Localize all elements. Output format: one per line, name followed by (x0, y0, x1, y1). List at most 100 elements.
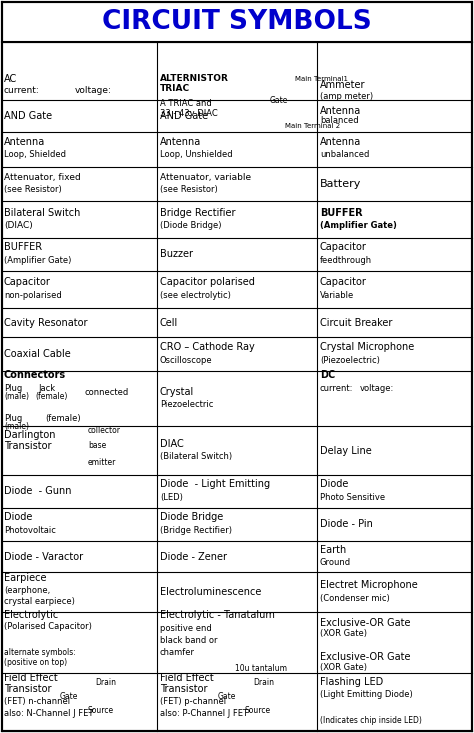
Text: Gate: Gate (218, 692, 237, 701)
Text: (female): (female) (45, 414, 81, 423)
Text: Loop, Unshielded: Loop, Unshielded (160, 150, 233, 159)
Text: Drain: Drain (95, 678, 116, 687)
Text: AND Gate: AND Gate (160, 111, 208, 121)
Text: AND Gate: AND Gate (4, 111, 52, 121)
Text: crystal earpiece): crystal earpiece) (4, 597, 75, 605)
Text: (female): (female) (35, 392, 67, 401)
Text: TRIAC: TRIAC (160, 84, 190, 93)
Text: Diode Bridge: Diode Bridge (160, 512, 223, 523)
Text: positive end: positive end (160, 625, 212, 633)
Text: Main Terminal1: Main Terminal1 (295, 75, 348, 82)
Text: black band or: black band or (160, 636, 218, 646)
Text: Diode: Diode (320, 479, 348, 490)
Text: Transistor: Transistor (4, 684, 52, 694)
Text: Battery: Battery (320, 179, 361, 189)
Text: non-polarised: non-polarised (4, 291, 62, 300)
Text: Electrolytic: Electrolytic (4, 610, 58, 620)
Text: 33 - 43v DIAC: 33 - 43v DIAC (160, 109, 218, 118)
Text: (Diode Bridge): (Diode Bridge) (160, 221, 221, 230)
Text: (FET) n-channel: (FET) n-channel (4, 697, 70, 706)
Text: Exclusive-OR Gate: Exclusive-OR Gate (320, 652, 410, 662)
Text: (Bilateral Switch): (Bilateral Switch) (160, 452, 232, 461)
Text: Circuit Breaker: Circuit Breaker (320, 317, 392, 328)
Text: (see Resistor): (see Resistor) (160, 185, 218, 194)
Text: Electret Microphone: Electret Microphone (320, 581, 418, 590)
Text: Photo Sensitive: Photo Sensitive (320, 493, 385, 502)
Text: Capacitor: Capacitor (320, 243, 367, 252)
Text: (see electrolytic): (see electrolytic) (160, 291, 231, 300)
Text: Crystal Microphone: Crystal Microphone (320, 342, 414, 353)
Text: (Condenser mic): (Condenser mic) (320, 594, 390, 603)
Text: also: P-Channel J FET: also: P-Channel J FET (160, 709, 248, 718)
Text: 10u tantalum: 10u tantalum (235, 665, 287, 674)
Text: BUFFER: BUFFER (4, 243, 42, 252)
Text: balanced: balanced (320, 116, 359, 125)
Text: A TRIAC and: A TRIAC and (160, 99, 212, 108)
Text: (Bridge Rectifier): (Bridge Rectifier) (160, 526, 232, 535)
Text: (LED): (LED) (160, 493, 183, 502)
Text: Jack: Jack (38, 384, 55, 394)
Text: voltage:: voltage: (75, 86, 112, 95)
Text: (see Resistor): (see Resistor) (4, 185, 62, 194)
Text: (Light Emitting Diode): (Light Emitting Diode) (320, 690, 413, 699)
Text: Transistor: Transistor (4, 441, 52, 451)
Text: Diode - Varactor: Diode - Varactor (4, 552, 83, 561)
Text: Electrolytic - Tanatalum: Electrolytic - Tanatalum (160, 610, 275, 620)
Text: Loop, Shielded: Loop, Shielded (4, 150, 66, 159)
Text: Source: Source (245, 706, 271, 715)
Text: chamfer: chamfer (160, 649, 195, 658)
Text: Field Effect: Field Effect (160, 673, 214, 683)
Text: DIAC: DIAC (160, 439, 184, 449)
Text: Ground: Ground (320, 558, 351, 567)
Text: Bilateral Switch: Bilateral Switch (4, 207, 81, 218)
Text: (Piezoelectric): (Piezoelectric) (320, 356, 380, 365)
Text: Gate: Gate (60, 692, 78, 701)
Text: Drain: Drain (253, 678, 274, 687)
Text: (amp meter): (amp meter) (320, 92, 373, 101)
Text: Variable: Variable (320, 291, 354, 300)
Text: Diode  - Light Emitting: Diode - Light Emitting (160, 479, 270, 490)
Text: (earphone,: (earphone, (4, 586, 50, 594)
Text: Diode - Pin: Diode - Pin (320, 520, 373, 529)
Text: Plug: Plug (4, 414, 22, 423)
Text: Cavity Resonator: Cavity Resonator (4, 317, 88, 328)
Text: Earpiece: Earpiece (4, 573, 46, 583)
Text: Crystal: Crystal (160, 387, 194, 397)
Text: Piezoelectric: Piezoelectric (160, 400, 213, 409)
Text: Coaxial Cable: Coaxial Cable (4, 350, 71, 359)
Text: (Amplifier Gate): (Amplifier Gate) (320, 221, 397, 230)
Text: Plug: Plug (4, 384, 22, 394)
Text: Attenuator, variable: Attenuator, variable (160, 173, 251, 182)
Text: Diode: Diode (4, 512, 32, 523)
Text: unbalanced: unbalanced (320, 150, 369, 159)
Text: Antenna: Antenna (320, 106, 361, 116)
Text: (positive on top): (positive on top) (4, 658, 67, 668)
Text: (XOR Gate): (XOR Gate) (320, 663, 367, 672)
Text: also: N-Channel J FET: also: N-Channel J FET (4, 709, 93, 718)
Text: Buzzer: Buzzer (160, 249, 193, 259)
Text: Electroluminescence: Electroluminescence (160, 587, 261, 597)
Text: collector: collector (88, 427, 121, 435)
Text: connected: connected (85, 388, 129, 397)
Text: Gate: Gate (270, 96, 288, 106)
Text: Antenna: Antenna (160, 138, 201, 147)
Text: Capacitor polarised: Capacitor polarised (160, 277, 255, 287)
Text: Exclusive-OR Gate: Exclusive-OR Gate (320, 618, 410, 628)
Text: (male): (male) (4, 422, 29, 431)
Text: emitter: emitter (88, 458, 117, 468)
Text: (male): (male) (4, 392, 29, 401)
Text: DC: DC (320, 369, 335, 380)
Text: voltage:: voltage: (360, 384, 394, 394)
Text: Cell: Cell (160, 317, 178, 328)
Text: alternate symbols:: alternate symbols: (4, 649, 76, 658)
Text: Earth: Earth (320, 545, 346, 555)
Text: (FET) p-channel: (FET) p-channel (160, 697, 226, 706)
Text: Delay Line: Delay Line (320, 446, 372, 456)
Text: BUFFER: BUFFER (320, 207, 363, 218)
Text: Diode - Zener: Diode - Zener (160, 552, 227, 561)
Text: Photovoltaic: Photovoltaic (4, 526, 56, 535)
Text: feedthrough: feedthrough (320, 256, 372, 265)
Text: (Amplifier Gate): (Amplifier Gate) (4, 256, 72, 265)
Text: Field Effect: Field Effect (4, 673, 58, 683)
Text: Antenna: Antenna (320, 138, 361, 147)
